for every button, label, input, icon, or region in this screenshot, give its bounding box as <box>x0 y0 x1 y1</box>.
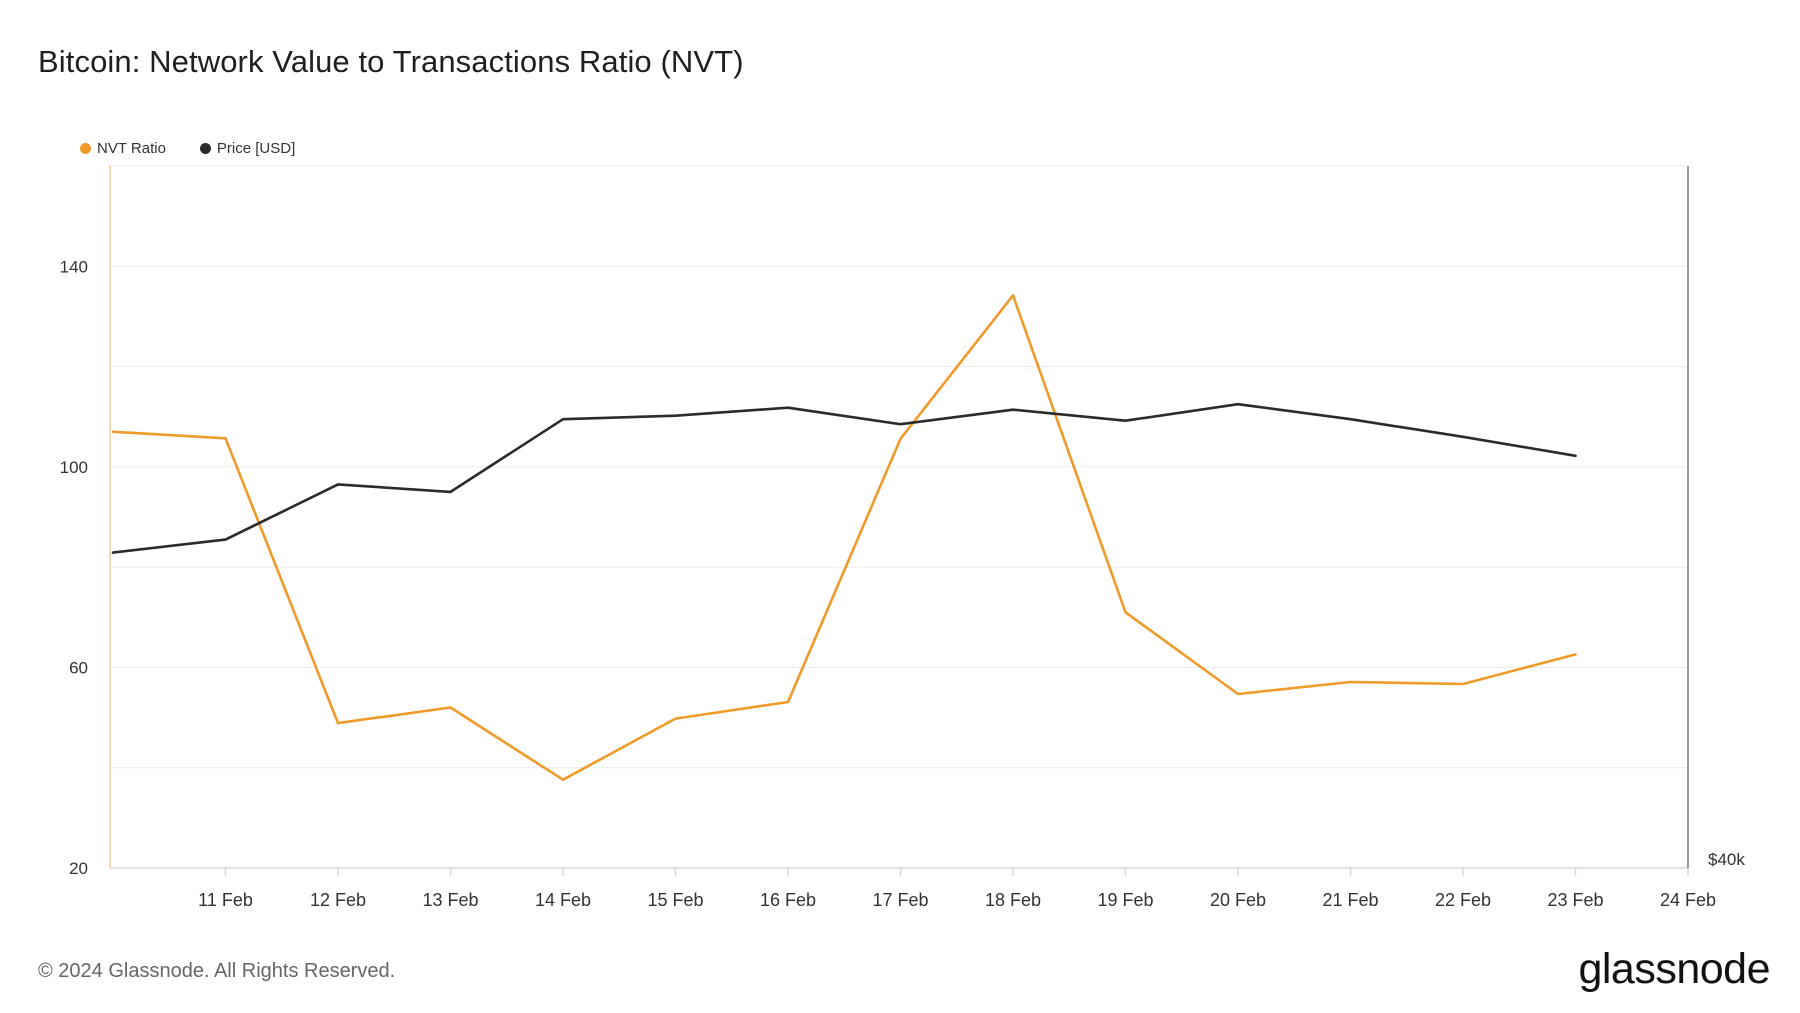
glassnode-logo: glassnode <box>1578 945 1770 993</box>
y-tick-label: 60 <box>69 658 88 677</box>
legend-item-price[interactable]: Price [USD] <box>199 140 296 157</box>
nvt-ratio-line <box>111 294 1577 782</box>
x-tick-label: 24 Feb <box>1660 890 1716 910</box>
x-tick-label: 15 Feb <box>647 890 703 910</box>
x-tick-label: 23 Feb <box>1547 890 1603 910</box>
x-tick-label: 16 Feb <box>760 890 816 910</box>
legend-item-nvt[interactable]: NVT Ratio <box>80 140 166 157</box>
x-tick-label: 20 Feb <box>1210 890 1266 910</box>
x-tick-label: 12 Feb <box>310 890 366 910</box>
copyright-text: © 2024 Glassnode. All Rights Reserved. <box>38 960 396 982</box>
x-tick-label: 18 Feb <box>985 890 1041 910</box>
price-line <box>111 402 1577 554</box>
y-tick-label: 100 <box>60 458 88 477</box>
x-tick-label: 13 Feb <box>422 890 478 910</box>
x-tick-label: 11 Feb <box>198 890 253 910</box>
chart-title: Bitcoin: Network Value to Transactions R… <box>38 44 744 79</box>
y-right-tick-label: $40k <box>1708 850 1745 869</box>
price-legend-dot-icon <box>199 143 211 154</box>
x-tick-label: 14 Feb <box>535 890 591 910</box>
x-tick-label: 19 Feb <box>1097 890 1153 910</box>
x-tick-label: 17 Feb <box>872 890 928 910</box>
x-tick-label: 22 Feb <box>1435 890 1491 910</box>
legend-label-price: Price [USD] <box>216 140 296 157</box>
x-tick-label: 21 Feb <box>1322 890 1378 910</box>
y-tick-label: 20 <box>69 859 88 878</box>
legend-label-nvt: NVT Ratio <box>97 140 166 157</box>
legend: NVT Ratio Price [USD] <box>80 140 295 157</box>
nvt-legend-dot-icon <box>80 143 91 154</box>
y-tick-label: 140 <box>60 257 88 276</box>
